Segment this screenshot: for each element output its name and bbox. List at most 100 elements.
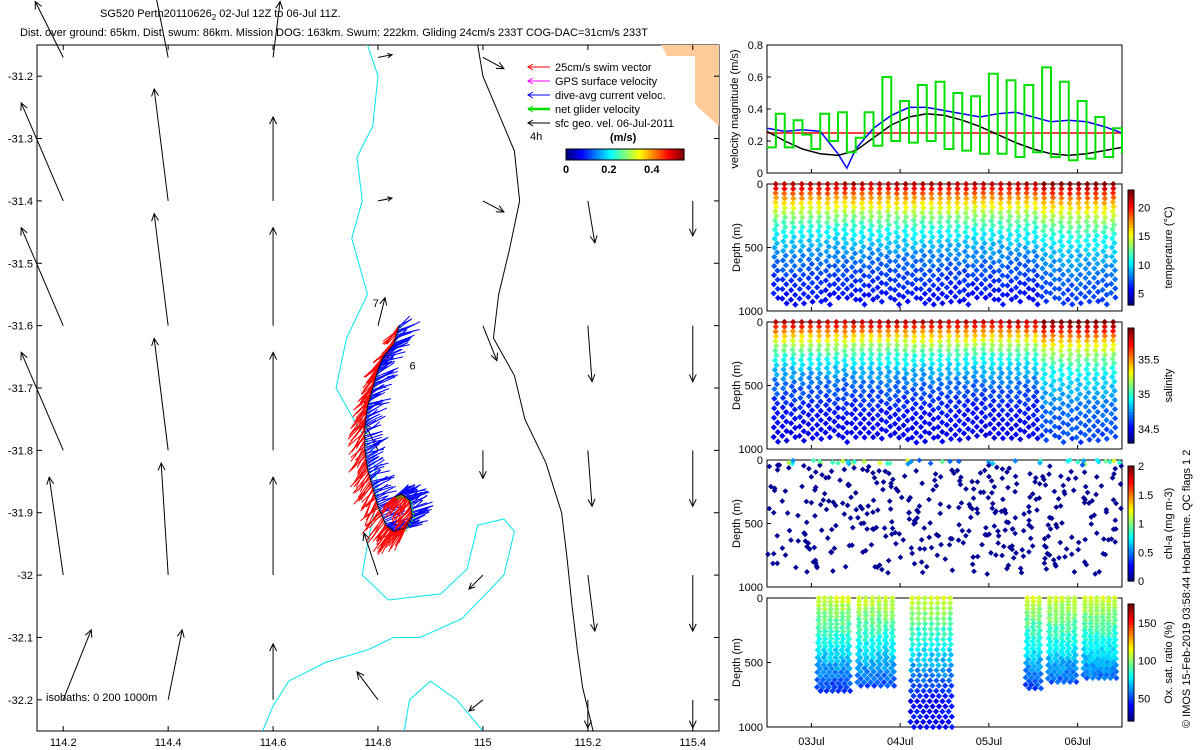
colorbar-cell bbox=[1128, 604, 1134, 608]
profile-point bbox=[926, 286, 933, 294]
swim-vector bbox=[350, 425, 366, 442]
profile-point bbox=[1110, 212, 1117, 219]
profile-point bbox=[1033, 262, 1040, 269]
profile-point bbox=[774, 267, 781, 274]
colorbar-cell bbox=[1128, 198, 1134, 203]
profile-point bbox=[909, 281, 916, 288]
x-tick-label: 115 bbox=[474, 737, 492, 749]
profile-point bbox=[825, 351, 832, 358]
colorbar-tick-label: 0.2 bbox=[601, 164, 616, 176]
profile-point bbox=[806, 346, 813, 353]
swim-vector bbox=[364, 515, 383, 527]
profile-point bbox=[848, 429, 855, 436]
profile-point bbox=[895, 291, 903, 298]
profile-point bbox=[952, 293, 959, 300]
surface-velocity-arrow bbox=[46, 475, 64, 576]
colorbar-cell bbox=[577, 149, 581, 160]
profile-point bbox=[816, 351, 823, 358]
colorbar-cell bbox=[1128, 293, 1134, 297]
profile-point bbox=[1094, 260, 1101, 267]
net-velocity-vector bbox=[365, 420, 369, 425]
colorbar-cell bbox=[1128, 264, 1134, 269]
profile-point bbox=[1032, 195, 1039, 202]
swim-vector bbox=[355, 485, 373, 503]
profile-point bbox=[1060, 281, 1067, 288]
current-vector bbox=[369, 468, 380, 478]
current-vector bbox=[410, 502, 428, 509]
surface-velocity-arrow bbox=[20, 351, 64, 451]
profile-point bbox=[1043, 298, 1050, 305]
profile-point bbox=[850, 341, 858, 349]
profile-point bbox=[1073, 266, 1081, 273]
profile-point bbox=[814, 393, 821, 400]
profile-point bbox=[1083, 237, 1090, 244]
profile-point bbox=[848, 411, 855, 418]
surface-velocity-arrow bbox=[377, 52, 394, 59]
colorbar-tick-label: 34.5 bbox=[1138, 424, 1159, 436]
profile-point bbox=[1068, 282, 1075, 289]
depth-ylabel: Depth (m) bbox=[731, 361, 743, 410]
colorbar-cell bbox=[1128, 287, 1134, 292]
colorbar-cell bbox=[605, 149, 608, 160]
profile-point bbox=[770, 272, 778, 279]
surface-velocity-arrow bbox=[587, 325, 596, 383]
profile-point bbox=[904, 279, 911, 286]
colorbar-cell bbox=[1128, 192, 1134, 197]
profile-point bbox=[1058, 190, 1065, 197]
profile-point bbox=[1101, 195, 1108, 202]
profile-point bbox=[1049, 185, 1056, 192]
profile-point bbox=[887, 276, 894, 283]
profile-point bbox=[1085, 241, 1092, 249]
profile-point bbox=[1025, 294, 1033, 301]
colorbar-cell bbox=[569, 149, 573, 160]
profile-point bbox=[1031, 200, 1039, 207]
profile-point bbox=[1074, 247, 1081, 254]
surface-velocity-arrow bbox=[688, 325, 697, 383]
y-tick-label: -31.7 bbox=[8, 383, 33, 395]
profile-point bbox=[1057, 219, 1064, 226]
profile-point bbox=[848, 282, 855, 289]
profile-point bbox=[1091, 237, 1098, 244]
profile-point bbox=[1100, 229, 1107, 236]
swim-vector bbox=[355, 404, 369, 419]
colorbar-tick-label: 1.5 bbox=[1138, 490, 1153, 502]
profile-point bbox=[773, 361, 780, 369]
profile-point bbox=[866, 254, 873, 262]
profile-point bbox=[798, 347, 805, 354]
colorbar-cell bbox=[587, 149, 591, 160]
y-tick-label: -32.2 bbox=[8, 695, 33, 707]
profile-point bbox=[1050, 230, 1057, 238]
profile-point bbox=[1030, 257, 1038, 265]
y-tick-label: 1000 bbox=[739, 722, 763, 734]
profile-point bbox=[1059, 252, 1066, 259]
profile-point bbox=[860, 272, 868, 279]
colorbar-frame bbox=[565, 148, 685, 161]
profile-point bbox=[779, 404, 786, 411]
profile-point bbox=[788, 392, 795, 399]
surface-velocity-arrow bbox=[482, 57, 505, 70]
legend-4h-label: 4h bbox=[530, 131, 542, 143]
track-line bbox=[364, 325, 413, 532]
profile-point bbox=[773, 352, 780, 359]
profile-point bbox=[841, 338, 848, 345]
colorbar-cell bbox=[1128, 276, 1134, 280]
y-tick-label: 0 bbox=[757, 593, 763, 605]
profile-point bbox=[807, 332, 814, 340]
profile-point bbox=[1111, 267, 1119, 274]
swim-vector bbox=[391, 496, 406, 521]
profile-point bbox=[774, 419, 781, 426]
swim-vector bbox=[360, 376, 377, 395]
profile-point bbox=[850, 332, 858, 339]
legend-arrowhead bbox=[527, 105, 534, 113]
swim-vector bbox=[357, 401, 370, 413]
profile-point bbox=[770, 290, 777, 297]
profile-point bbox=[1110, 203, 1117, 210]
profile-point bbox=[1076, 223, 1083, 231]
profile-point bbox=[1034, 301, 1041, 308]
swim-vector bbox=[394, 505, 411, 529]
profile-point bbox=[1073, 295, 1080, 302]
profile-point bbox=[771, 253, 778, 261]
profile-point bbox=[1094, 270, 1101, 277]
profile-point bbox=[964, 282, 972, 289]
profile-point bbox=[783, 290, 790, 297]
